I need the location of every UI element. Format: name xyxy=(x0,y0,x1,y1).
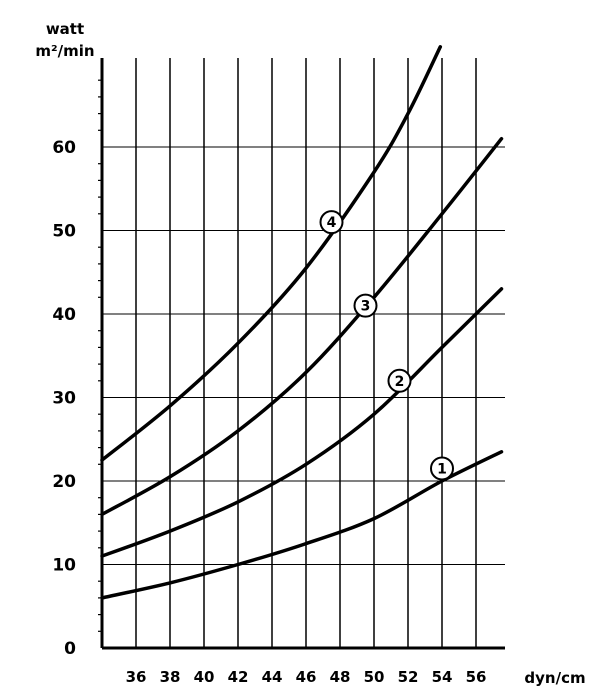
y-tick-label-60: 60 xyxy=(52,138,76,158)
curve-marker-circle-1 xyxy=(430,456,454,481)
x-tick-label-40: 40 xyxy=(194,668,215,686)
curves xyxy=(100,45,504,600)
y-tick-label-0: 0 xyxy=(64,639,76,659)
curve-marker-circle-3 xyxy=(353,293,378,318)
y-tick-label-20: 20 xyxy=(52,472,76,492)
x-tick-label-48: 48 xyxy=(330,668,351,686)
x-tick-label-54: 54 xyxy=(432,668,453,686)
curve-marker-label-1: 1 xyxy=(437,461,447,477)
x-axis-label: dyn/cm xyxy=(524,669,585,687)
x-tick-label-50: 50 xyxy=(364,668,385,686)
series-line-1 xyxy=(100,450,504,600)
curve-marker-label-2: 2 xyxy=(395,374,405,390)
x-tick-label-38: 38 xyxy=(160,668,181,686)
curve-marker-label-3: 3 xyxy=(361,299,371,315)
x-tick-label-42: 42 xyxy=(228,668,249,686)
y-tick-label-50: 50 xyxy=(52,222,76,242)
grid xyxy=(98,58,505,650)
series-line-3 xyxy=(100,136,504,517)
series-line-2 xyxy=(100,287,504,558)
curve-marker-label-4: 4 xyxy=(327,215,337,231)
y-tick-label-40: 40 xyxy=(52,305,76,325)
x-tick-label-56: 56 xyxy=(466,668,487,686)
x-tick-label-36: 36 xyxy=(126,668,147,686)
curve-markers: 1 2 3 4 xyxy=(319,210,454,481)
y-tick-label-10: 10 xyxy=(52,556,76,576)
series-line-4 xyxy=(100,45,443,462)
x-tick-label-44: 44 xyxy=(262,668,283,686)
x-tick-label-46: 46 xyxy=(296,668,317,686)
curve-marker-circle-4 xyxy=(319,210,344,235)
y-axis-label-line2: m²/min xyxy=(35,42,94,60)
y-tick-label-30: 30 xyxy=(52,389,76,409)
y-axis-label-line1: watt xyxy=(46,20,84,38)
curve-marker-circle-2 xyxy=(387,368,412,393)
x-tick-label-52: 52 xyxy=(398,668,419,686)
